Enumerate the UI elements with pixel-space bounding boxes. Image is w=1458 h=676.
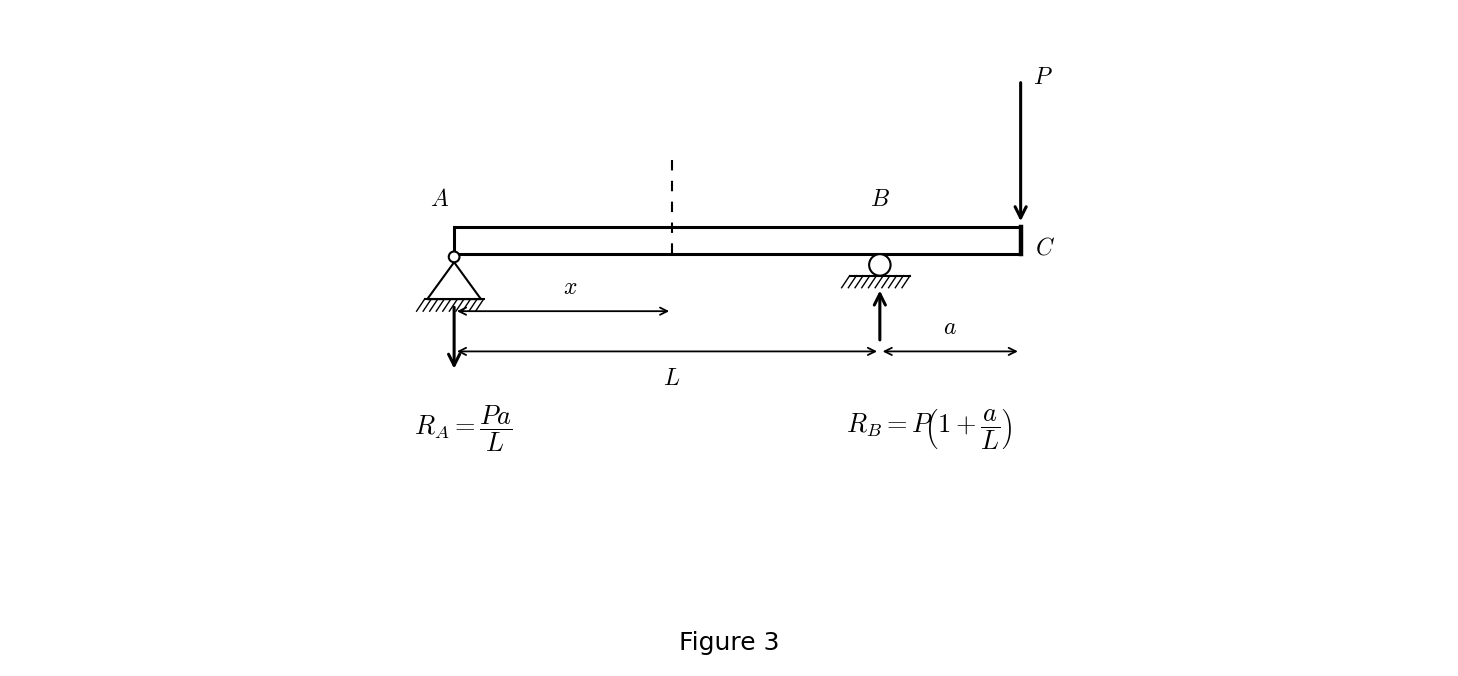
Circle shape — [449, 251, 459, 262]
Text: $A$: $A$ — [430, 187, 449, 211]
Text: Figure 3: Figure 3 — [679, 631, 779, 655]
Circle shape — [869, 254, 891, 276]
Text: $B$: $B$ — [870, 187, 889, 211]
Text: $x$: $x$ — [563, 275, 577, 299]
Text: $C$: $C$ — [1035, 235, 1056, 260]
Polygon shape — [427, 262, 481, 299]
Text: $R_B = P\!\left(1+\dfrac{a}{L}\right)$: $R_B = P\!\left(1+\dfrac{a}{L}\right)$ — [846, 406, 1013, 450]
Text: $P$: $P$ — [1032, 64, 1053, 89]
Text: $L$: $L$ — [663, 366, 681, 390]
Text: $a$: $a$ — [943, 315, 956, 339]
Text: $R_A = \dfrac{Pa}{L}$: $R_A = \dfrac{Pa}{L}$ — [414, 404, 512, 454]
